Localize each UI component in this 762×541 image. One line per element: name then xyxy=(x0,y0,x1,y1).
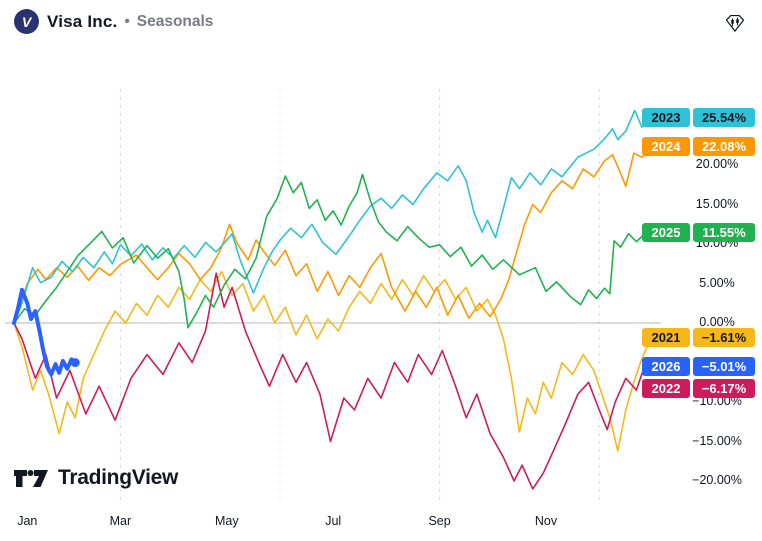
badge-year-label: 2026 xyxy=(642,356,690,376)
y-axis-tick: 0.00% xyxy=(699,315,735,329)
symbol-title[interactable]: Visa Inc. xyxy=(47,11,118,31)
badge-value-label: 22.08% xyxy=(693,136,755,156)
x-axis-tick: Sep xyxy=(428,514,451,528)
series-badge-2023[interactable]: 2023 25.54% xyxy=(642,108,755,127)
tradingview-watermark[interactable]: TradingView xyxy=(13,466,178,490)
current-value-dot-2026 xyxy=(70,358,80,368)
header-separator-dot: • xyxy=(124,13,130,30)
badge-value-label: 11.55% xyxy=(693,222,755,242)
badge-value-label: −1.61% xyxy=(693,327,755,347)
symbol-header: V Visa Inc. • Seasonals xyxy=(14,9,213,34)
y-axis-tick: 20.00% xyxy=(695,157,739,171)
x-axis-tick: Mar xyxy=(109,514,132,528)
x-axis-tick: Jul xyxy=(325,514,342,528)
series-badge-2026[interactable]: 2026 −5.01% xyxy=(642,356,755,376)
badge-value-label: −6.17% xyxy=(693,378,755,398)
series-badge-2024[interactable]: 2024 22.08% xyxy=(642,136,755,156)
gem-candles-glyph xyxy=(725,14,745,32)
gem-candles-icon[interactable] xyxy=(718,6,752,40)
series-line-2023[interactable] xyxy=(13,109,654,324)
series-line-2024[interactable] xyxy=(13,147,654,324)
y-axis-tick: 15.00% xyxy=(695,196,739,211)
series-line-2025[interactable] xyxy=(13,173,648,329)
tradingview-logo-icon xyxy=(14,469,48,487)
badge-value-label: 25.54% xyxy=(693,108,755,127)
series-badge-2022[interactable]: 2022 −6.17% xyxy=(642,378,755,398)
series-badge-2025[interactable]: 2025 11.55% xyxy=(642,222,755,242)
chart-type-label: Seasonals xyxy=(136,12,214,30)
x-axis-tick: Jan xyxy=(17,514,38,528)
badge-year-label: 2025 xyxy=(642,222,690,242)
badge-year-label: 2022 xyxy=(642,378,690,398)
visa-logo-icon[interactable]: V xyxy=(14,9,39,34)
y-axis-tick: −20.00% xyxy=(692,473,742,487)
y-axis-tick: −10.00% xyxy=(692,394,742,408)
series-badge-2021[interactable]: 2021 −1.61% xyxy=(642,327,755,347)
x-axis-tick: May xyxy=(214,514,239,528)
tradingview-wordmark: TradingView xyxy=(58,466,179,489)
badge-year-label: 2023 xyxy=(642,108,690,127)
badge-year-label: 2024 xyxy=(642,136,690,156)
y-axis-tick: 5.00% xyxy=(699,275,735,290)
badge-value-label: −5.01% xyxy=(693,356,755,376)
series-line-2026[interactable] xyxy=(12,287,78,377)
badge-year-label: 2021 xyxy=(642,327,690,347)
series-line-2021[interactable] xyxy=(13,270,654,452)
x-axis-tick: Nov xyxy=(534,514,558,528)
series-line-2022[interactable] xyxy=(13,272,654,490)
y-axis-tick: −15.00% xyxy=(692,433,742,448)
